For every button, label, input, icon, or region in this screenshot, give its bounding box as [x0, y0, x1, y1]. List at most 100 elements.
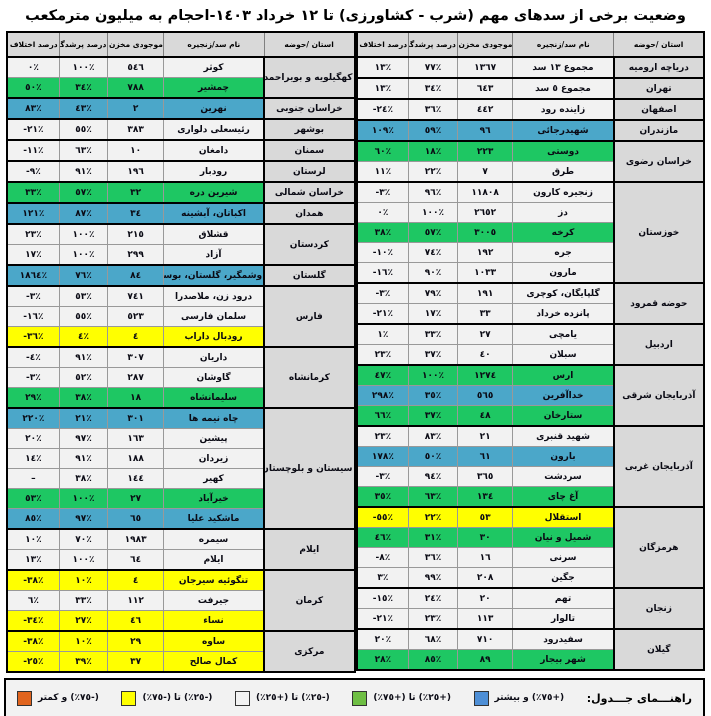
dam-name-cell: خداآفرین: [512, 385, 615, 406]
dam-name-cell: جره: [512, 242, 615, 263]
dam-row: کهیر ١٤٤ ٣٨٪ –: [6, 468, 355, 489]
dam-row: آذربایجان شرقی ارس ١٢٧٤ ١٠٠٪ ٤٧٪: [355, 364, 705, 427]
storage-cell: ٧: [456, 161, 514, 183]
dam-name-cell: ارس: [512, 364, 615, 386]
column-header: موجودی مخزن: [456, 31, 514, 58]
storage-cell: ١١٣: [456, 608, 514, 630]
province-cell: حوضه قمرود: [612, 282, 705, 325]
fill-percent-cell: ٣٩٪: [58, 651, 109, 673]
fill-percent-cell: ٥٩٪: [408, 119, 458, 142]
legend-item-yellow: (-٢٥٪) تا (-٧٥٪): [121, 690, 212, 706]
dam-row: ایلام سیمره ١٩٨٣ ٧٠٪ ١٠٪: [6, 528, 356, 571]
fill-percent-cell: ٥٧٪: [408, 222, 458, 243]
dam-name-cell: تهم: [512, 587, 615, 609]
dam-name-cell: سیمره: [162, 528, 265, 550]
diff-percent-cell: ٥٣٪: [6, 488, 60, 509]
fill-percent-cell: ٦٣٪: [408, 486, 458, 508]
storage-cell: ٥٦٥: [456, 385, 514, 406]
storage-cell: ٨٩: [456, 649, 514, 671]
fill-percent-cell: ٢٣٪: [408, 608, 458, 630]
fill-percent-cell: ٥٥٪: [58, 306, 109, 327]
diff-percent-cell: -٤٪: [6, 346, 60, 368]
fill-percent-cell: ١٠٪: [58, 630, 109, 652]
storage-cell: ٧٤١: [107, 285, 164, 307]
dam-row: خراسان شمالی شیرین دره ٣٢ ٥٧٪ ٣٣٪: [6, 181, 356, 204]
column-header: درصد پرشدگی: [408, 31, 458, 58]
fill-percent-cell: ٣٨٪: [58, 387, 109, 409]
storage-cell: ٧٨٨: [107, 77, 164, 99]
dam-name-cell: مجموع ٥ سد: [512, 77, 615, 100]
column-header: نام سد/زنجیره: [162, 31, 265, 58]
fill-percent-cell: ٥٢٪: [58, 367, 109, 388]
dam-row: خوزستان زنجیره کارون ١١٨٠٨ ٩٦٪ -٣٪: [355, 181, 705, 284]
dam-name-cell: شیرین دره: [162, 181, 265, 204]
storage-cell: ٨٤: [107, 264, 164, 287]
dam-row: زنجان تهم ٢٠ ٢٤٪ -١٥٪: [355, 587, 705, 630]
dam-name-cell: سلمان فارسی: [162, 306, 265, 327]
diff-percent-cell: ٦٦٪: [355, 405, 410, 427]
storage-cell: ٤: [107, 326, 164, 348]
storage-cell: ١٠٣٣: [456, 262, 514, 284]
dam-name-cell: اکباتان، آبشینه: [162, 202, 265, 225]
diff-percent-cell: -٣٪: [355, 181, 410, 203]
diff-percent-cell: ٢٣٪: [355, 344, 410, 366]
diff-percent-cell: -٢١٪: [355, 608, 410, 630]
fill-percent-cell: ٣٧٪: [408, 344, 458, 366]
province-cell: بوشهر: [263, 118, 356, 141]
dam-row: ستارخان ٤٨ ٣٧٪ ٦٦٪: [355, 405, 705, 427]
diff-percent-cell: ١٣٪: [6, 549, 60, 571]
fill-percent-cell: ٢١٪: [58, 407, 109, 429]
dam-name-cell: سفیدرود: [512, 628, 615, 650]
fill-percent-cell: ١٠٠٪: [58, 549, 109, 571]
diff-percent-cell: ٢٨٪: [355, 649, 410, 671]
dam-name-cell: قشلاق: [162, 223, 265, 245]
diff-percent-cell: ٢٠٪: [355, 628, 410, 650]
diff-percent-cell: ١٣٪: [355, 56, 410, 79]
storage-cell: ٣٠: [456, 527, 514, 548]
dam-name-cell: شهیدرجائی: [512, 119, 615, 142]
province-cell: خراسان جنوبی: [263, 97, 356, 120]
dam-row: جگین ٢٠٨ ٩٩٪ ٣٪: [355, 567, 705, 589]
dam-name-cell: کمال صالح: [162, 651, 265, 673]
legend-item-label: (-٢٥٪) تا (+٢٥٪): [256, 693, 330, 703]
diff-percent-cell: -٣٨٪: [6, 569, 60, 591]
green-swatch: [352, 690, 368, 706]
diff-percent-cell: ٢٩٨٪: [355, 385, 410, 406]
dam-row: دز ٢٦٥٢ ١٠٠٪ ٠٪: [355, 202, 705, 223]
dam-name-cell: استقلال: [512, 506, 615, 528]
dam-name-cell: کهیر: [162, 468, 265, 489]
diff-percent-cell: -١١٪: [6, 139, 60, 162]
diff-percent-cell: ١٧٨٪: [355, 446, 410, 467]
storage-cell: ٣٢: [107, 181, 164, 204]
dam-row: دریاچه ارومیه مجموع ١٣ سد ١٣٦٧ ٧٧٪ ١٣٪: [355, 56, 705, 79]
legend-title: راهنـــمای جـــدول:: [586, 691, 692, 705]
diff-percent-cell: -٢٥٪: [6, 651, 60, 673]
fill-percent-cell: ٨٥٪: [408, 649, 458, 671]
dam-tables: استان /حوضه نام سد/زنجیره موجودی مخزن درصد …: [6, 31, 705, 673]
dam-name-cell: سرنی: [512, 547, 615, 568]
dam-name-cell: سردشت: [512, 466, 615, 487]
diff-percent-cell: ١٠٩٪: [355, 119, 410, 142]
legend-item-green: (+٢٥٪) تا (+٧٥٪): [352, 690, 451, 706]
fill-percent-cell: ٧٠٪: [58, 528, 109, 550]
dam-name-cell: آغ چای: [512, 486, 615, 508]
province-cell: آذربایجان شرقی: [612, 364, 705, 427]
fill-percent-cell: ٥٧٪: [58, 181, 109, 204]
dam-name-cell: کرخه: [512, 222, 615, 243]
diff-percent-cell: -٣٪: [355, 282, 410, 304]
fill-percent-cell: ١٠٠٪: [58, 223, 109, 245]
left-dam-table: استان /حوضه نام سد/زنجیره موجودی مخزن درصد …: [6, 31, 356, 673]
province-cell: کهگیلویه و بویراحمد: [263, 56, 356, 99]
fill-percent-cell: ٩٠٪: [408, 262, 458, 284]
legend-item-orange: (-٧٥٪) و کمتر: [17, 690, 99, 706]
diff-percent-cell: -٣٪: [6, 285, 60, 307]
storage-cell: ١١٢: [107, 590, 164, 611]
dam-row: سرنی ١٦ ٣٦٪ -٨٪: [355, 547, 705, 568]
dam-name-cell: پانزده خرداد: [512, 303, 615, 325]
fill-percent-cell: ٢٧٪: [58, 610, 109, 632]
dam-name-cell: درود زن، ملاصدرا: [162, 285, 265, 307]
dam-name-cell: نساء: [162, 610, 265, 632]
storage-cell: ١٦٣: [107, 428, 164, 449]
